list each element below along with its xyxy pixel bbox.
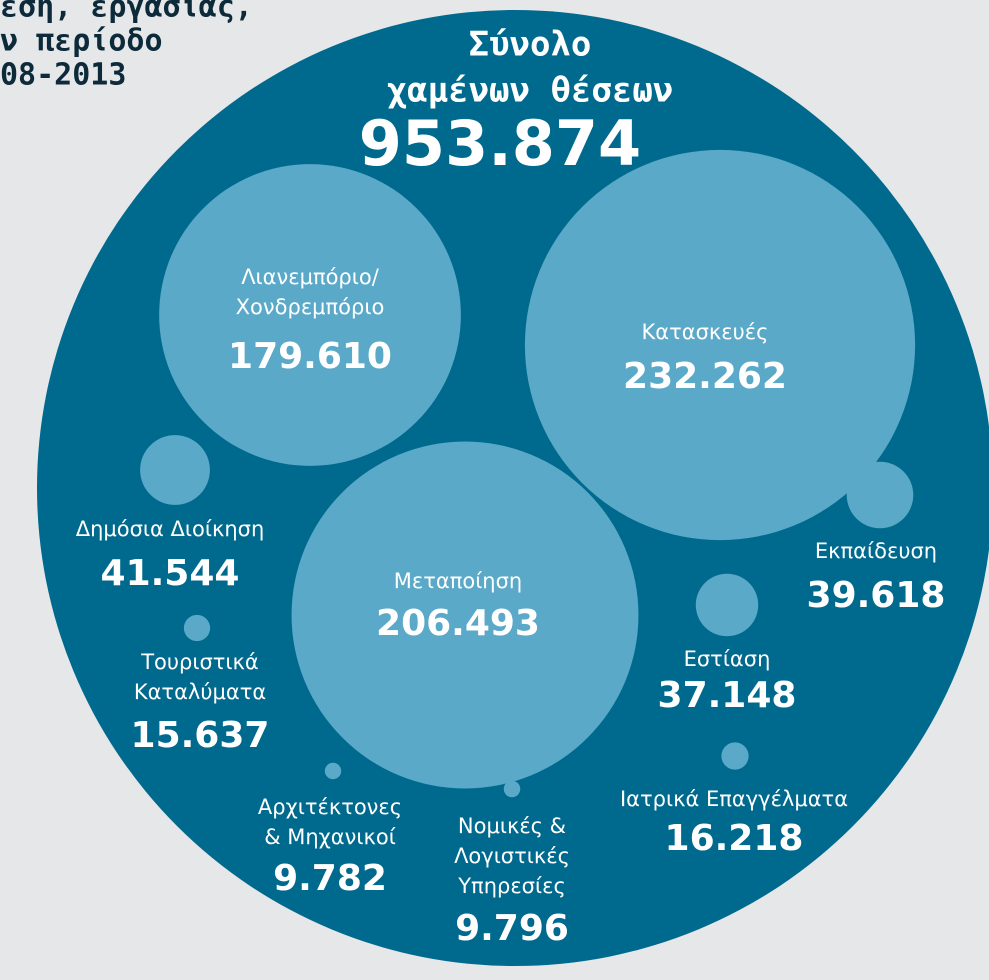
total-caption: Σύνολο <box>469 25 592 65</box>
value-label: 179.610 <box>228 336 392 377</box>
category-label: Εκπαίδευση <box>815 539 937 563</box>
category-label: Εστίαση <box>684 647 771 671</box>
category-label: Νομικές & <box>458 814 566 838</box>
category-label: Μεταποίηση <box>394 569 522 593</box>
value-label: 39.618 <box>807 575 946 616</box>
value-label: 9.796 <box>455 908 569 949</box>
bubble <box>291 441 639 789</box>
bubble <box>183 614 211 642</box>
bubble <box>695 573 759 637</box>
category-label: Κατασκευές <box>642 320 769 344</box>
bubble <box>721 742 749 770</box>
bubble <box>846 461 914 529</box>
category-label: & Μηχανικοί <box>264 825 396 849</box>
category-label: Τουριστικά <box>140 650 259 674</box>
value-label: 41.544 <box>101 553 240 594</box>
bubble <box>159 164 461 466</box>
category-label: Δημόσια Διοίκηση <box>76 517 265 541</box>
value-label: 15.637 <box>131 715 270 756</box>
value-label: 206.493 <box>376 603 540 644</box>
bubble <box>324 762 342 780</box>
bubble <box>524 149 916 541</box>
category-label: Ιατρικά Επαγγέλματα <box>620 787 848 811</box>
category-label: Λιανεμπόριο/ <box>241 265 380 289</box>
value-label: 232.262 <box>623 356 787 397</box>
category-label: Χονδρεμπόριο <box>236 295 385 319</box>
bubble <box>140 435 210 505</box>
title-line: ν περίοδο <box>0 24 163 59</box>
category-label: Αρχιτέκτονες <box>258 795 402 819</box>
title-line: 08-2013 <box>0 58 126 93</box>
total-caption: χαμένων θέσεων <box>387 71 674 111</box>
bubble <box>503 780 521 798</box>
value-label: 37.148 <box>658 675 797 716</box>
value-label: 9.782 <box>273 858 387 899</box>
total-value: 953.874 <box>359 107 641 180</box>
category-label: Υπηρεσίες <box>457 874 566 898</box>
category-label: Καταλύματα <box>134 680 266 704</box>
value-label: 16.218 <box>665 818 804 859</box>
title-line: εση, εργασίας, <box>0 0 253 25</box>
category-label: Λογιστικές <box>454 844 570 868</box>
